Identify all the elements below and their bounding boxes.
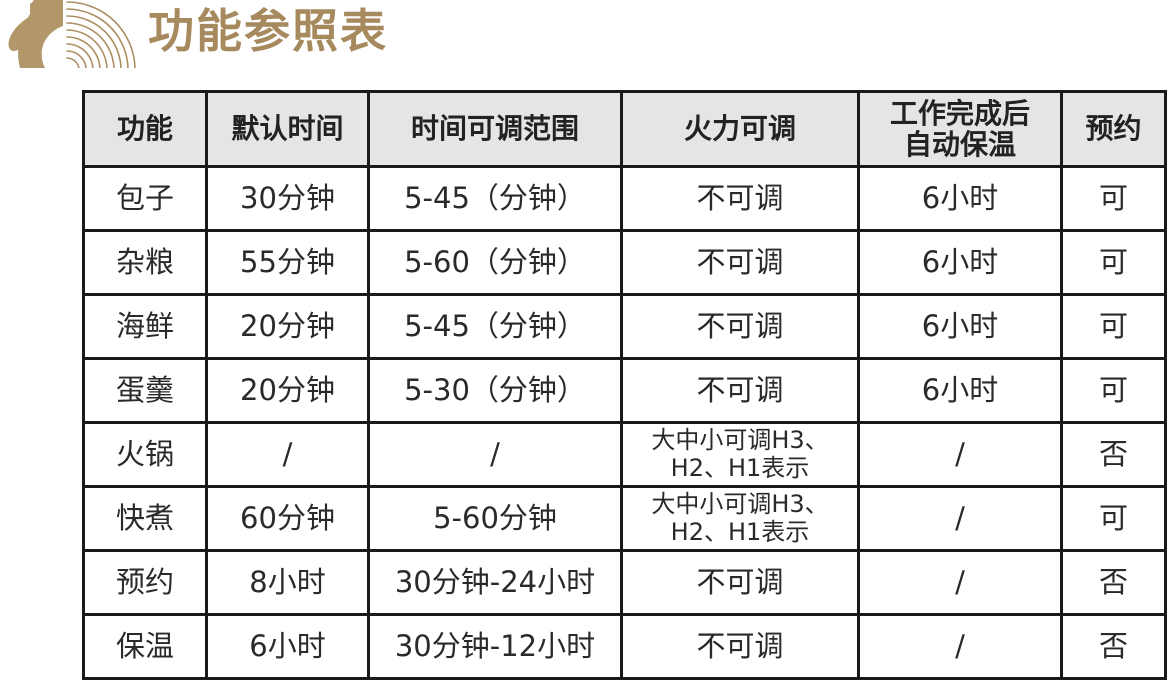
table-cell: 预约: [82, 549, 208, 616]
header-row: 功能 默认时间 时间可调范围 火力可调 工作完成后 自动保温 预约: [82, 90, 1167, 168]
table-cell: 不可调: [620, 229, 860, 296]
table-cell: 否: [1060, 549, 1167, 616]
table-row: 快煮 60分钟 5-60分钟 大中小可调H3、 H2、H1表示 / 可: [82, 485, 1167, 552]
table-cell: 30分钟-12小时: [367, 613, 623, 680]
column-header: 火力可调: [620, 90, 860, 168]
table-cell: 否: [1060, 421, 1167, 488]
table-cell: 可: [1060, 357, 1167, 424]
table-cell: 6小时: [857, 229, 1063, 296]
table-cell: 8小时: [205, 549, 370, 616]
table-cell: 30分钟-24小时: [367, 549, 623, 616]
table-cell: 包子: [82, 165, 208, 232]
table-cell: 火锅: [82, 421, 208, 488]
table-cell: 杂粮: [82, 229, 208, 296]
table-cell: 蛋羹: [82, 357, 208, 424]
function-reference-table: 功能 默认时间 时间可调范围 火力可调 工作完成后 自动保温 预约 包子 30分钟 5-45（…: [82, 90, 1167, 680]
table-cell: 5-45（分钟）: [367, 165, 623, 232]
table-row: 海鲜 20分钟 5-45（分钟） 不可调 6小时可: [82, 293, 1167, 360]
table-cell: 可: [1060, 229, 1167, 296]
chef-steam-waves-logo: [8, 0, 136, 68]
table-cell: /: [205, 421, 370, 488]
table-cell: /: [367, 421, 623, 488]
table-cell: 不可调: [620, 549, 860, 616]
table-cell: 5-30（分钟）: [367, 357, 623, 424]
table-cell: 5-45（分钟）: [367, 293, 623, 360]
table-cell: 不可调: [620, 293, 860, 360]
table-cell: 可: [1060, 165, 1167, 232]
table-cell: /: [857, 485, 1063, 552]
table-cell: 6小时: [857, 165, 1063, 232]
table-row: 包子 30分钟 5-45（分钟） 不可调 6小时可: [82, 165, 1167, 232]
table-cell: 可: [1060, 293, 1167, 360]
table-cell: 不可调: [620, 357, 860, 424]
column-header: 时间可调范围: [367, 90, 623, 168]
table-cell: /: [857, 421, 1063, 488]
table-cell: 6小时: [205, 613, 370, 680]
table-cell: 20分钟: [205, 357, 370, 424]
table-cell: 60分钟: [205, 485, 370, 552]
table-row: 预约 8小时 30分钟-24小时 不可调 / 否: [82, 549, 1167, 616]
table-cell: 6小时: [857, 357, 1063, 424]
table-cell: 不可调: [620, 613, 860, 680]
table-cell: 20分钟: [205, 293, 370, 360]
table-cell: 55分钟: [205, 229, 370, 296]
column-header: 默认时间: [205, 90, 370, 168]
table-row: 火锅 / / 大中小可调H3、 H2、H1表示 / 否: [82, 421, 1167, 488]
table-cell: 海鲜: [82, 293, 208, 360]
table-body: 包子 30分钟 5-45（分钟） 不可调 6小时可杂粮 55分钟 5-60（分钟） 不可调 6小…: [82, 165, 1167, 680]
table-cell: 大中小可调H3、 H2、H1表示: [620, 421, 860, 488]
table-cell: 5-60（分钟）: [367, 229, 623, 296]
table-cell: 快煮: [82, 485, 208, 552]
page-title: 功能参照表: [148, 4, 388, 58]
table-cell: /: [857, 613, 1063, 680]
table-cell: 30分钟: [205, 165, 370, 232]
table-cell: 可: [1060, 485, 1167, 552]
table-row: 杂粮 55分钟 5-60（分钟） 不可调 6小时可: [82, 229, 1167, 296]
table-cell: /: [857, 549, 1063, 616]
column-header: 工作完成后 自动保温: [857, 90, 1063, 168]
table-cell: 大中小可调H3、 H2、H1表示: [620, 485, 860, 552]
column-header: 预约: [1060, 90, 1167, 168]
table-cell: 保温: [82, 613, 208, 680]
table-cell: 否: [1060, 613, 1167, 680]
table-cell: 5-60分钟: [367, 485, 623, 552]
table-cell: 6小时: [857, 293, 1063, 360]
table-cell: 不可调: [620, 165, 860, 232]
column-header: 功能: [82, 90, 208, 168]
table-row: 蛋羹 20分钟 5-30（分钟） 不可调 6小时可: [82, 357, 1167, 424]
table-row: 保温 6小时 30分钟-12小时 不可调 / 否: [82, 613, 1167, 680]
